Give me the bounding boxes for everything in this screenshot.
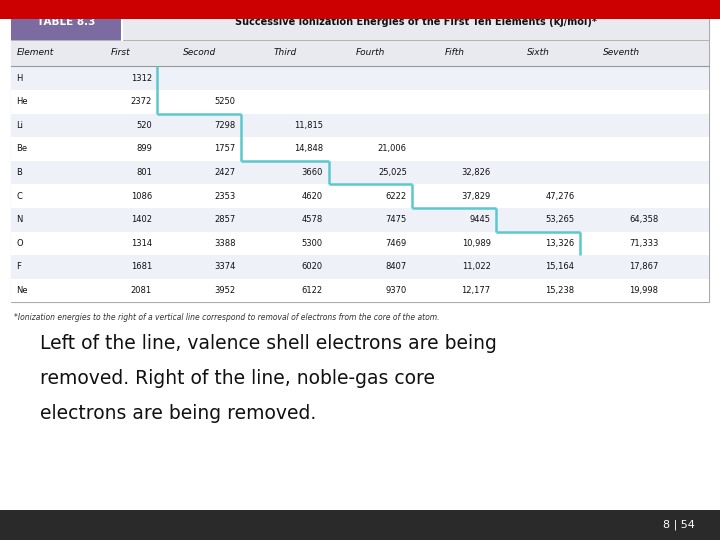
Text: 17,867: 17,867 [629, 262, 658, 272]
FancyBboxPatch shape [11, 90, 709, 113]
FancyBboxPatch shape [11, 255, 709, 279]
Text: 3952: 3952 [215, 286, 235, 295]
Text: 8407: 8407 [385, 262, 407, 272]
Text: 21,006: 21,006 [378, 144, 407, 153]
Text: 11,022: 11,022 [462, 262, 490, 272]
FancyBboxPatch shape [11, 39, 709, 66]
Text: 6222: 6222 [386, 192, 407, 201]
Text: 1681: 1681 [130, 262, 152, 272]
Text: 47,276: 47,276 [545, 192, 575, 201]
Text: Third: Third [274, 49, 297, 57]
Text: 5300: 5300 [302, 239, 323, 248]
Text: F: F [17, 262, 22, 272]
Text: 899: 899 [136, 144, 152, 153]
Text: 1312: 1312 [131, 73, 152, 83]
Text: Seventh: Seventh [603, 49, 641, 57]
Text: 19,998: 19,998 [629, 286, 658, 295]
Text: Element: Element [17, 49, 54, 57]
Text: Left of the line, valence shell electrons are being: Left of the line, valence shell electron… [40, 334, 497, 353]
Text: 1314: 1314 [131, 239, 152, 248]
Text: First: First [111, 49, 130, 57]
FancyBboxPatch shape [11, 161, 709, 184]
Text: electrons are being removed.: electrons are being removed. [40, 404, 316, 423]
Text: 10,989: 10,989 [462, 239, 490, 248]
Text: 2427: 2427 [215, 168, 235, 177]
Text: Fourth: Fourth [356, 49, 385, 57]
Text: 6122: 6122 [302, 286, 323, 295]
Text: *Ionization energies to the right of a vertical line correspond to removal of el: *Ionization energies to the right of a v… [14, 313, 440, 322]
Text: 25,025: 25,025 [378, 168, 407, 177]
FancyBboxPatch shape [11, 113, 709, 137]
Text: 7475: 7475 [385, 215, 407, 224]
FancyBboxPatch shape [0, 0, 720, 19]
Text: 6020: 6020 [302, 262, 323, 272]
Text: H: H [17, 73, 23, 83]
FancyBboxPatch shape [11, 137, 709, 161]
Text: 4578: 4578 [302, 215, 323, 224]
FancyBboxPatch shape [11, 279, 709, 302]
Text: 801: 801 [136, 168, 152, 177]
Text: 1086: 1086 [130, 192, 152, 201]
Text: He: He [17, 97, 28, 106]
Text: 32,826: 32,826 [462, 168, 490, 177]
Text: 7469: 7469 [385, 239, 407, 248]
Text: Ne: Ne [17, 286, 28, 295]
Text: 2372: 2372 [130, 97, 152, 106]
Text: Be: Be [17, 144, 27, 153]
Text: 7298: 7298 [215, 121, 235, 130]
Text: Fifth: Fifth [444, 49, 464, 57]
Text: 2353: 2353 [215, 192, 235, 201]
Text: 53,265: 53,265 [545, 215, 575, 224]
Text: 8 | 54: 8 | 54 [663, 520, 695, 530]
Text: 15,238: 15,238 [545, 286, 575, 295]
Text: 3388: 3388 [214, 239, 235, 248]
Text: Li: Li [17, 121, 24, 130]
Text: 14,848: 14,848 [294, 144, 323, 153]
Text: B: B [17, 168, 22, 177]
FancyBboxPatch shape [11, 5, 709, 39]
Text: C: C [17, 192, 22, 201]
Text: 3374: 3374 [215, 262, 235, 272]
Text: removed. Right of the line, noble-gas core: removed. Right of the line, noble-gas co… [40, 369, 435, 388]
Text: 13,326: 13,326 [545, 239, 575, 248]
Text: N: N [17, 215, 23, 224]
FancyBboxPatch shape [11, 184, 709, 208]
Text: 11,815: 11,815 [294, 121, 323, 130]
Text: 64,358: 64,358 [629, 215, 658, 224]
Text: 1402: 1402 [131, 215, 152, 224]
Text: 9370: 9370 [385, 286, 407, 295]
Text: 5250: 5250 [215, 97, 235, 106]
Text: 4620: 4620 [302, 192, 323, 201]
Text: 520: 520 [136, 121, 152, 130]
Text: TABLE 8.3: TABLE 8.3 [37, 17, 96, 28]
Text: 2081: 2081 [131, 286, 152, 295]
Text: 12,177: 12,177 [462, 286, 490, 295]
Text: 2857: 2857 [215, 215, 235, 224]
Text: O: O [17, 239, 23, 248]
Text: 71,333: 71,333 [629, 239, 658, 248]
FancyBboxPatch shape [11, 5, 709, 302]
FancyBboxPatch shape [11, 5, 122, 39]
Text: Successive Ionization Energies of the First Ten Elements (kJ/mol)*: Successive Ionization Energies of the Fi… [235, 17, 597, 28]
FancyBboxPatch shape [11, 232, 709, 255]
Text: Second: Second [183, 49, 216, 57]
FancyBboxPatch shape [11, 208, 709, 232]
FancyBboxPatch shape [11, 66, 709, 90]
FancyBboxPatch shape [0, 510, 720, 540]
Text: Sixth: Sixth [526, 49, 549, 57]
Text: 9445: 9445 [469, 215, 490, 224]
Text: 1757: 1757 [215, 144, 235, 153]
Text: 15,164: 15,164 [546, 262, 575, 272]
Text: 37,829: 37,829 [462, 192, 490, 201]
Text: 3660: 3660 [302, 168, 323, 177]
